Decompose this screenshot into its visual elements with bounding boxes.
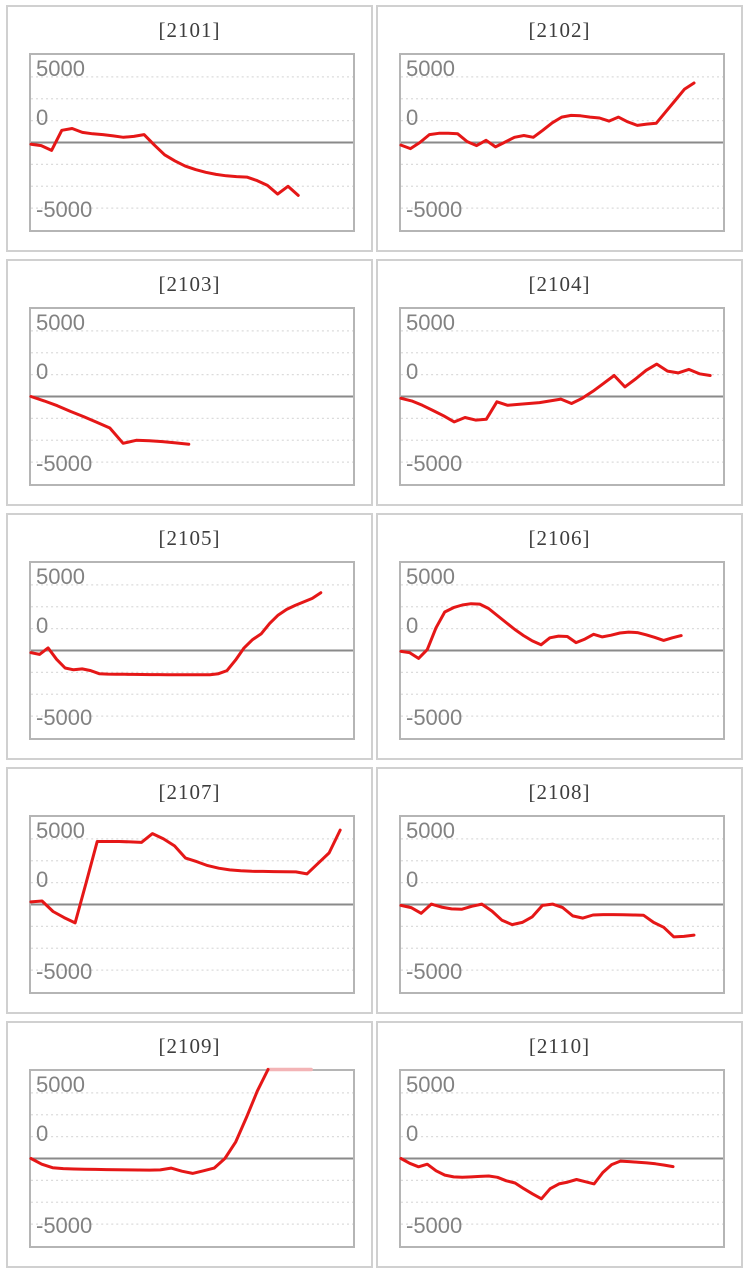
chart-panel-2101: [2101] 5000 0 -5000	[6, 5, 373, 252]
y-tick-label-5000: 5000	[36, 1072, 85, 1097]
chart-title: [2102]	[528, 17, 591, 42]
chart-title: [2105]	[158, 525, 221, 550]
y-tick-label-5000: 5000	[36, 564, 85, 589]
y-tick-label-0: 0	[406, 867, 419, 892]
plot-area: 5000 0 -5000	[29, 53, 355, 232]
y-tick-label-0: 0	[406, 105, 419, 130]
y-tick-label-5000: 5000	[36, 56, 85, 81]
plot-area: 5000 0 -5000	[29, 1067, 355, 1248]
y-tick-label-neg5000: -5000	[406, 705, 463, 730]
plot-area: 5000 0 -5000	[29, 815, 355, 994]
chart-panel-2110: [2110] 5000 0 -5000	[376, 1021, 743, 1268]
line-chart-svg	[29, 76, 353, 209]
y-tick-label-5000: 5000	[406, 1072, 455, 1097]
y-tick-label-0: 0	[36, 613, 49, 638]
y-tick-label-5000: 5000	[406, 818, 455, 843]
chart-title: [2106]	[528, 525, 591, 550]
y-tick-label-5000: 5000	[406, 56, 455, 81]
y-tick-label-0: 0	[36, 359, 49, 384]
plot-area: 5000 0 -5000	[399, 561, 725, 740]
y-tick-label-neg5000: -5000	[36, 705, 93, 730]
line-chart-svg	[29, 330, 353, 463]
plot-area: 5000 0 -5000	[29, 561, 355, 740]
y-tick-label-0: 0	[36, 105, 49, 130]
chart-title: [2101]	[158, 17, 221, 42]
y-tick-label-5000: 5000	[36, 818, 85, 843]
y-tick-label-neg5000: -5000	[406, 959, 463, 984]
y-tick-label-neg5000: -5000	[36, 959, 93, 984]
plot-area: 5000 0 -5000	[399, 307, 725, 486]
y-tick-label-neg5000: -5000	[406, 197, 463, 222]
chart-panel-2106: [2106] 5000 0 -5000	[376, 513, 743, 760]
line-chart-svg	[29, 828, 353, 971]
chart-panel-2107: [2107] 5000 0 -5000	[6, 767, 373, 1014]
y-tick-label-0: 0	[406, 1121, 419, 1146]
chart-title: [2109]	[158, 1033, 221, 1058]
line-chart-svg	[399, 330, 723, 463]
y-tick-label-5000: 5000	[406, 310, 455, 335]
chart-panel-2103: [2103] 5000 0 -5000	[6, 259, 373, 506]
chart-panel-2109: [2109] 5000 0 -5000	[6, 1021, 373, 1268]
y-tick-label-5000: 5000	[406, 564, 455, 589]
chart-title: [2108]	[528, 779, 591, 804]
chart-title: [2103]	[158, 271, 221, 296]
y-tick-label-neg5000: -5000	[406, 1213, 463, 1238]
chart-title: [2104]	[528, 271, 591, 296]
y-tick-label-neg5000: -5000	[36, 197, 93, 222]
chart-panel-2102: [2102] 5000 0 -5000	[376, 5, 743, 252]
plot-area: 5000 0 -5000	[399, 1069, 725, 1248]
chart-panel-2105: [2105] 5000 0 -5000	[6, 513, 373, 760]
line-chart-svg	[29, 1067, 353, 1225]
y-tick-label-neg5000: -5000	[36, 1213, 93, 1238]
plot-area: 5000 0 -5000	[399, 53, 725, 232]
plot-area: 5000 0 -5000	[29, 307, 355, 486]
chart-title: [2107]	[158, 779, 221, 804]
line-chart-svg	[399, 838, 723, 971]
line-chart-svg	[399, 76, 723, 209]
y-tick-label-neg5000: -5000	[406, 451, 463, 476]
line-chart-svg	[399, 584, 723, 717]
line-chart-svg	[399, 1092, 723, 1225]
y-tick-label-0: 0	[406, 359, 419, 384]
y-tick-label-0: 0	[36, 867, 49, 892]
y-tick-label-5000: 5000	[36, 310, 85, 335]
line-chart-svg	[29, 584, 353, 717]
chart-panel-2108: [2108] 5000 0 -5000	[376, 767, 743, 1014]
chart-title: [2110]	[528, 1033, 591, 1058]
y-tick-label-0: 0	[36, 1121, 49, 1146]
plot-area: 5000 0 -5000	[399, 815, 725, 994]
y-tick-label-neg5000: -5000	[36, 451, 93, 476]
y-tick-label-0: 0	[406, 613, 419, 638]
chart-panel-2104: [2104] 5000 0 -5000	[376, 259, 743, 506]
